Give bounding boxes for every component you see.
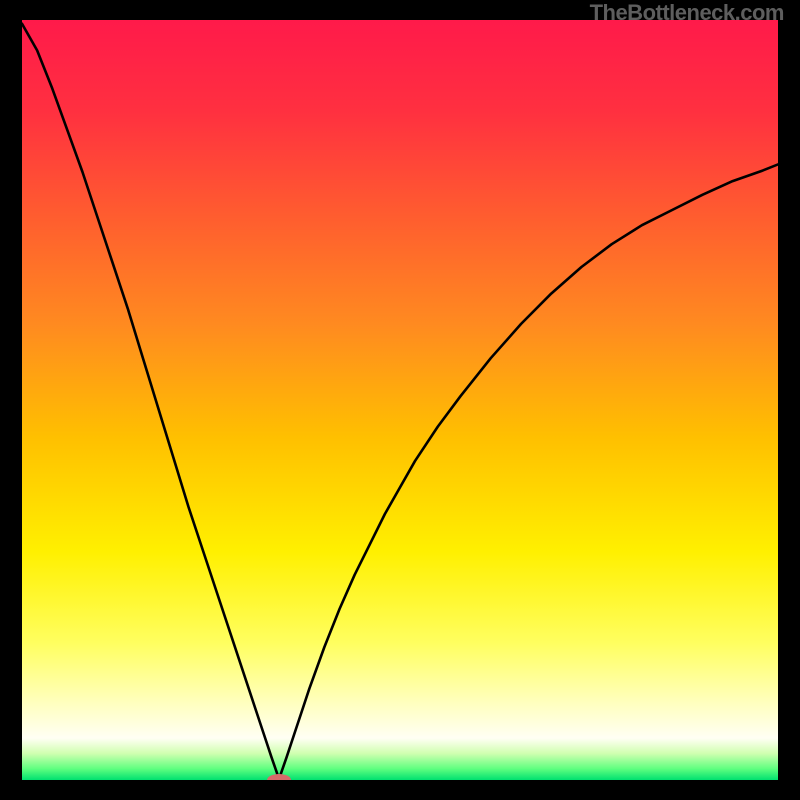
gradient-background <box>22 20 778 780</box>
watermark: TheBottleneck.com <box>590 0 784 26</box>
plot-area <box>22 20 778 780</box>
chart-container: TheBottleneck.com <box>0 0 800 800</box>
bottleneck-chart <box>22 20 778 780</box>
